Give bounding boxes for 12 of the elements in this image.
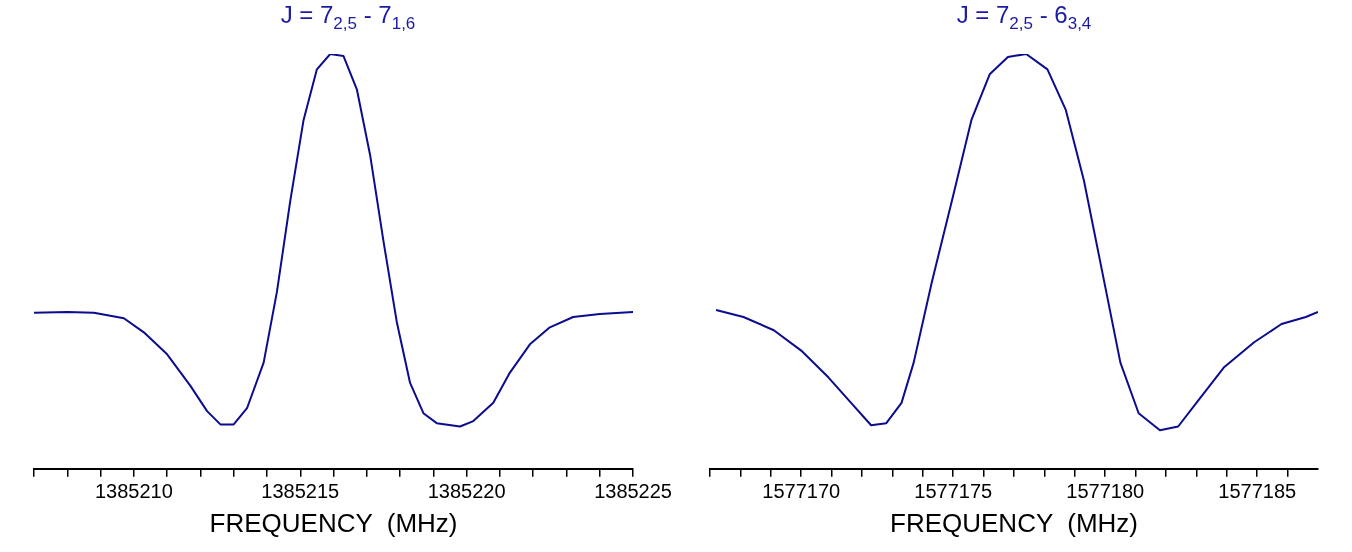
x-tick-label: 1577185: [1218, 480, 1297, 503]
chart-title: J = 7$_{2,5}$ - 6$_{3,4}$: [955, 0, 1093, 34]
x-tick-label: 1577180: [1066, 480, 1145, 503]
x-tick-label: 1385215: [261, 480, 340, 503]
x-tick-label: 1385225: [594, 480, 673, 503]
chart-title: J = 7$_{2,5}$ - 7$_{1,6}$: [279, 0, 417, 34]
x-axis-title: FREQUENCY (MHz): [209, 507, 458, 538]
x-tick-label: 1577175: [914, 480, 993, 503]
x-axis-title: FREQUENCY (MHz): [890, 507, 1138, 538]
x-tick-label: 1577170: [762, 480, 841, 503]
x-tick-label: 1385220: [427, 480, 506, 503]
x-tick-label: 1385210: [94, 480, 173, 503]
